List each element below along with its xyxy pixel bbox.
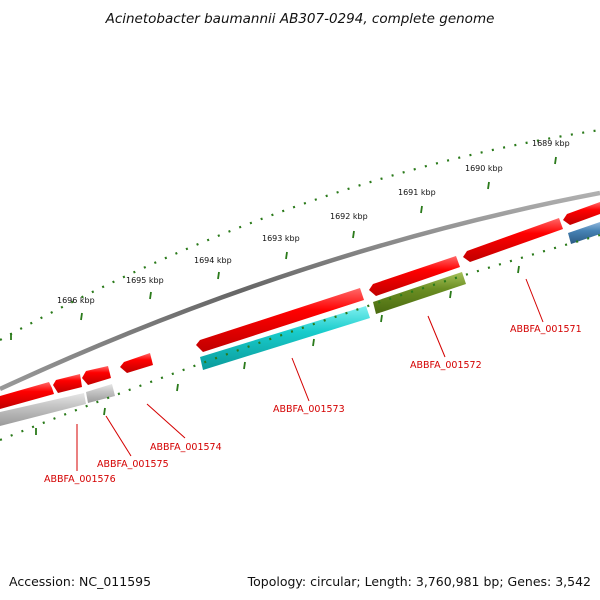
tick-label: 1693 kbp — [262, 234, 300, 243]
major-tick — [420, 205, 423, 214]
reverse-strand — [0, 222, 600, 426]
topology-text: Topology: circular; Length: 3,760,981 bp… — [247, 574, 591, 589]
gene-arrow-reverse[interactable] — [200, 306, 370, 370]
major-tick — [176, 383, 179, 392]
major-tick — [312, 338, 315, 347]
leader-line — [291, 357, 310, 402]
tick-label: 1695 kbp — [126, 276, 164, 285]
major-tick — [217, 271, 220, 280]
accession-text: Accession: NC_011595 — [9, 574, 151, 589]
gene-arrow-forward[interactable] — [369, 256, 460, 296]
major-tick — [517, 265, 520, 274]
gene-label[interactable]: ABBFA_001571 — [510, 324, 582, 335]
tick-labels: 1689 kbp 1690 kbp 1691 kbp 1692 kbp 1693… — [57, 139, 570, 305]
major-tick — [449, 290, 452, 299]
label-leaders — [76, 278, 544, 471]
gene-arrow-forward[interactable] — [0, 382, 54, 409]
gene-label[interactable]: ABBFA_001574 — [150, 442, 222, 453]
tick-label: 1691 kbp — [398, 188, 436, 197]
major-tick — [554, 156, 557, 165]
tick-label: 1690 kbp — [465, 164, 503, 173]
map-title: Acinetobacter baumannii AB307-0294, comp… — [105, 11, 495, 27]
major-tick — [243, 361, 246, 370]
major-tick — [285, 251, 288, 260]
inner-tick-ring — [0, 233, 600, 442]
gene-label[interactable]: ABBFA_001573 — [273, 404, 345, 415]
leader-line — [525, 278, 544, 323]
gene-arrow-forward[interactable] — [563, 202, 600, 225]
leader-line — [105, 415, 132, 457]
gene-arrow-reverse[interactable] — [373, 272, 466, 314]
gene-arrow-forward[interactable] — [120, 353, 153, 373]
major-tick — [487, 181, 490, 190]
tick-label: 1694 kbp — [194, 256, 232, 265]
outer-tick-ring — [0, 128, 600, 341]
tick-label: 1689 kbp — [532, 139, 570, 148]
leader-line — [427, 315, 446, 358]
tick-label: 1696 kbp — [57, 296, 95, 305]
genome-backbone — [0, 190, 600, 392]
outer-minor-ticks — [0, 128, 600, 341]
major-tick — [80, 312, 83, 321]
major-tick — [352, 230, 355, 239]
gene-arrow-forward[interactable] — [82, 366, 111, 385]
gene-arrow-forward[interactable] — [196, 288, 364, 352]
gene-labels: ABBFA_001571 ABBFA_001572 ABBFA_001573 A… — [44, 324, 582, 485]
gene-label[interactable]: ABBFA_001572 — [410, 360, 482, 371]
gene-label[interactable]: ABBFA_001575 — [97, 459, 169, 470]
gene-label[interactable]: ABBFA_001576 — [44, 474, 116, 485]
major-tick — [149, 291, 152, 300]
tick-label: 1692 kbp — [330, 212, 368, 221]
gene-arrow-forward[interactable] — [53, 374, 82, 393]
forward-strand — [0, 202, 600, 409]
gene-arrow-reverse[interactable] — [568, 222, 600, 244]
major-tick — [380, 314, 383, 323]
gene-arrow-reverse[interactable] — [86, 384, 115, 403]
leader-line — [146, 403, 186, 439]
major-tick — [103, 407, 106, 416]
gene-arrow-forward[interactable] — [463, 218, 563, 262]
gene-arrow-reverse[interactable] — [0, 393, 86, 426]
